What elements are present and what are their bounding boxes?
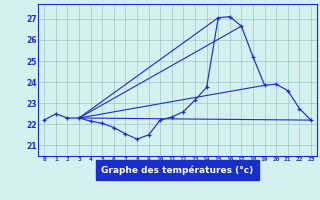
- X-axis label: Graphe des températures (°c): Graphe des températures (°c): [101, 165, 254, 175]
